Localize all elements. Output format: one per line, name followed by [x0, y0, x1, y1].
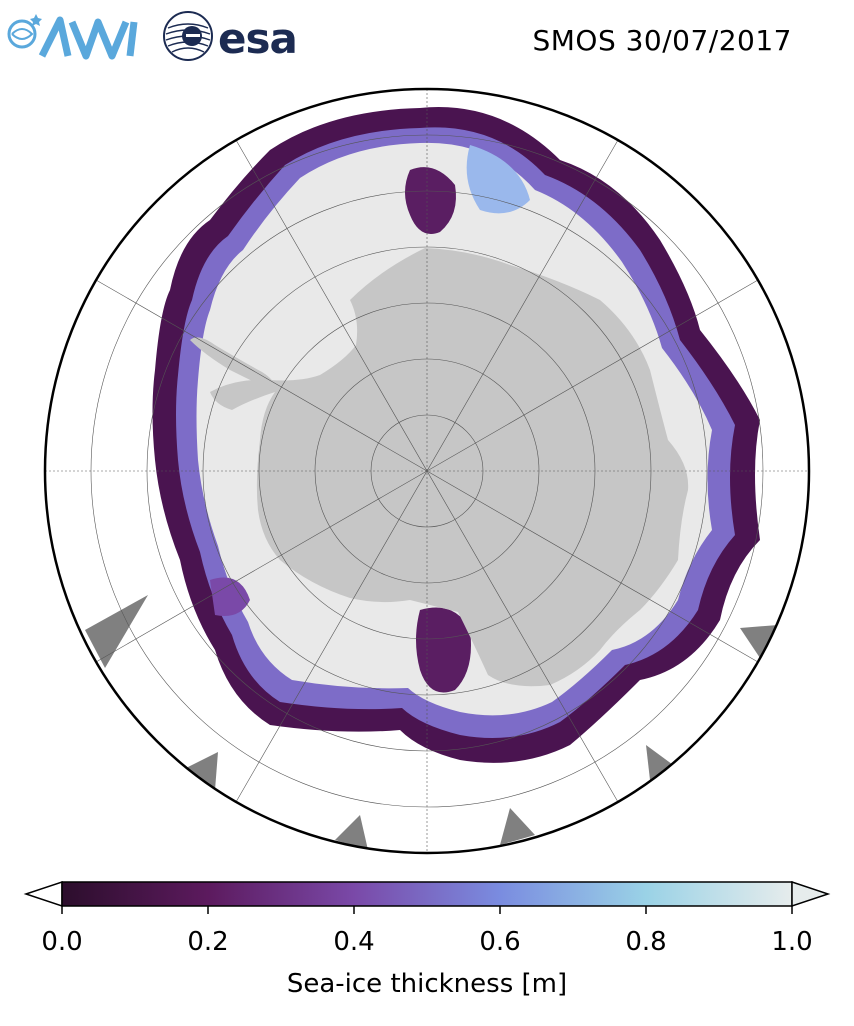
colorbar-tick-label: 0.2 — [187, 927, 228, 957]
colorbar-gradient — [61, 881, 793, 907]
esa-wordmark: esa — [218, 14, 298, 63]
esa-logo — [163, 11, 213, 61]
colorbar-tick-label: 1.0 — [771, 927, 812, 957]
colorbar-tick-label: 0.4 — [333, 927, 374, 957]
map-title: SMOS 30/07/2017 — [532, 24, 792, 57]
missing-data-wedge — [740, 625, 778, 658]
colorbar-extend-max — [791, 880, 831, 908]
colorbar-tick-label: 0.8 — [625, 927, 666, 957]
colorbar-ticks — [61, 906, 793, 914]
thin-ice-patch-ross — [416, 607, 471, 693]
colorbar-tick-label: 0.0 — [41, 927, 82, 957]
sea-ice-map — [43, 87, 811, 855]
antarctica-land — [210, 248, 689, 687]
antarctic-peninsula — [190, 337, 276, 392]
thin-ice-patch-weddell — [405, 167, 456, 234]
missing-data-wedge — [500, 808, 535, 845]
missing-data-wedge — [85, 595, 148, 668]
colorbar-extend-min — [23, 880, 63, 908]
missing-data-wedge — [186, 752, 218, 790]
gridlines — [45, 89, 809, 853]
thin-ice-patch — [210, 577, 250, 616]
colorbar-title: Sea-ice thickness [m] — [287, 969, 567, 999]
colorbar-tick-label: 0.6 — [479, 927, 520, 957]
awi-logo — [7, 14, 138, 60]
map-boundary — [43, 87, 811, 855]
missing-data-wedge — [335, 815, 368, 850]
